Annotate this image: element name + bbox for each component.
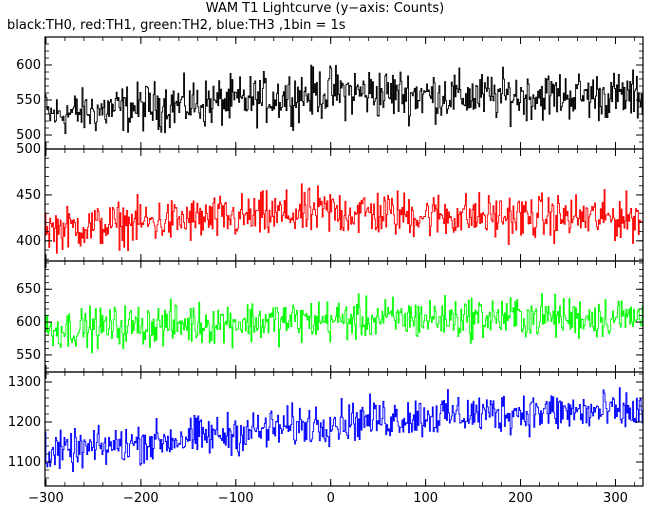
y-tick-label: 450: [16, 188, 41, 203]
chart-subtitle: black:TH0, red:TH1, green:TH2, blue:TH3 …: [7, 18, 346, 33]
y-tick-label: 600: [16, 315, 41, 330]
y-tick-label: 500: [16, 142, 41, 157]
x-tick-label: 0: [327, 491, 335, 505]
x-tick-label: −100: [218, 491, 254, 505]
y-tick-label: 500: [16, 128, 41, 143]
x-tick-label: 300: [603, 491, 628, 505]
chart-title: WAM T1 Lightcurve (y−axis: Counts): [205, 1, 445, 16]
series-line-TH3: [45, 387, 643, 472]
x-tick-label: −300: [28, 491, 64, 505]
y-tick-label: 1300: [8, 375, 41, 390]
panel-frame: [44, 148, 644, 262]
y-tick-label: 1200: [8, 415, 41, 430]
y-tick-label: 400: [16, 234, 41, 249]
panel-frame: [44, 371, 644, 487]
y-tick-label: 600: [16, 58, 41, 73]
y-tick-label: 1100: [8, 455, 41, 470]
series-line-TH2: [45, 293, 643, 354]
x-tick-label: 200: [508, 491, 533, 505]
panel-frame: [44, 260, 644, 373]
series-line-TH0: [45, 64, 643, 135]
series-line-TH1: [45, 183, 643, 254]
x-tick-label: −200: [123, 491, 159, 505]
y-tick-label: 650: [16, 282, 41, 297]
y-tick-label: 550: [16, 93, 41, 108]
x-tick-label: 100: [413, 491, 438, 505]
y-tick-label: 550: [16, 348, 41, 363]
